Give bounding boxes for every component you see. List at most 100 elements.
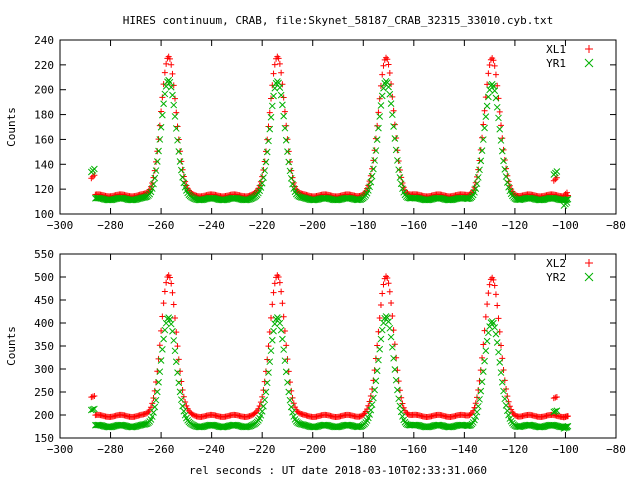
data-point bbox=[486, 61, 493, 68]
data-point bbox=[473, 180, 481, 188]
data-point bbox=[476, 166, 483, 174]
x-axis-label: rel seconds : UT date 2018-03-10T02:33:3… bbox=[189, 464, 487, 477]
y-axis-label: Counts bbox=[5, 326, 18, 366]
data-point bbox=[108, 423, 116, 431]
data-point bbox=[132, 423, 140, 430]
data-point bbox=[200, 423, 208, 430]
data-point bbox=[386, 69, 393, 76]
legend-marker bbox=[585, 45, 593, 53]
data-point bbox=[493, 103, 501, 111]
data-point bbox=[174, 136, 181, 144]
data-point bbox=[449, 196, 457, 204]
data-point bbox=[450, 422, 458, 430]
data-point bbox=[171, 113, 179, 120]
data-point bbox=[281, 357, 289, 365]
data-point bbox=[278, 288, 285, 295]
x-tick-label: −160 bbox=[401, 219, 428, 232]
data-point bbox=[492, 291, 499, 298]
data-point bbox=[366, 411, 373, 418]
data-point bbox=[498, 147, 506, 155]
data-point bbox=[373, 367, 381, 375]
y-tick-label: 500 bbox=[34, 271, 54, 284]
data-point bbox=[175, 379, 183, 387]
legend-label: YR2 bbox=[546, 271, 566, 284]
data-point bbox=[304, 422, 312, 430]
data-point bbox=[479, 354, 486, 361]
data-point bbox=[281, 124, 289, 132]
data-point bbox=[298, 193, 305, 201]
data-point bbox=[380, 62, 387, 69]
data-point bbox=[179, 402, 186, 410]
data-point bbox=[335, 196, 343, 204]
data-point bbox=[426, 423, 434, 431]
data-point bbox=[527, 194, 535, 202]
data-point bbox=[472, 185, 480, 192]
data-point bbox=[501, 395, 509, 403]
data-point bbox=[284, 148, 291, 156]
data-point bbox=[296, 420, 304, 428]
data-point bbox=[140, 194, 147, 201]
y-tick-label: 450 bbox=[34, 294, 54, 307]
data-point bbox=[166, 55, 173, 62]
data-point bbox=[511, 412, 518, 419]
data-point bbox=[439, 195, 447, 203]
x-tick-label: −240 bbox=[198, 219, 225, 232]
data-point bbox=[270, 289, 277, 296]
data-point bbox=[151, 403, 159, 411]
data-point bbox=[375, 356, 382, 364]
data-point bbox=[258, 408, 266, 415]
data-point bbox=[491, 324, 499, 331]
data-point bbox=[286, 396, 294, 404]
data-point bbox=[213, 422, 221, 430]
data-point bbox=[324, 421, 332, 429]
data-point bbox=[448, 423, 456, 431]
data-point bbox=[500, 387, 507, 395]
data-point bbox=[380, 84, 387, 92]
data-point bbox=[155, 355, 162, 362]
data-point bbox=[415, 195, 423, 202]
data-point bbox=[362, 419, 370, 426]
data-point bbox=[348, 422, 356, 430]
data-point bbox=[517, 196, 525, 203]
data-point bbox=[485, 93, 492, 101]
data-point bbox=[474, 174, 482, 181]
data-point bbox=[550, 395, 557, 402]
data-point bbox=[173, 329, 180, 336]
data-point bbox=[280, 112, 288, 120]
data-point bbox=[396, 402, 404, 410]
data-point bbox=[257, 411, 265, 419]
data-point bbox=[553, 174, 560, 181]
data-point bbox=[492, 71, 499, 78]
data-point bbox=[374, 122, 381, 129]
data-point bbox=[151, 174, 159, 182]
data-point bbox=[175, 148, 183, 155]
data-point bbox=[563, 413, 570, 420]
data-point bbox=[370, 165, 377, 173]
data-point bbox=[500, 157, 507, 165]
data-point bbox=[372, 377, 380, 385]
data-point bbox=[153, 388, 161, 396]
data-point bbox=[158, 327, 165, 334]
data-point bbox=[256, 403, 263, 410]
data-point bbox=[99, 195, 107, 203]
data-point bbox=[152, 396, 160, 404]
data-point bbox=[166, 274, 173, 281]
data-point bbox=[260, 402, 267, 410]
x-tick-label: −160 bbox=[401, 443, 428, 456]
y-tick-label: 180 bbox=[34, 109, 54, 122]
data-point bbox=[98, 195, 106, 202]
data-point bbox=[233, 195, 241, 202]
data-point bbox=[179, 173, 186, 181]
data-point bbox=[386, 324, 394, 332]
data-point bbox=[438, 195, 445, 202]
data-point bbox=[89, 406, 97, 413]
data-point bbox=[388, 343, 396, 351]
series-yr1 bbox=[87, 76, 572, 209]
series-xl2 bbox=[88, 272, 571, 421]
data-point bbox=[372, 355, 379, 362]
data-point bbox=[279, 101, 286, 109]
data-point bbox=[335, 423, 343, 431]
data-point bbox=[529, 195, 536, 202]
x-tick-label: −260 bbox=[148, 219, 175, 232]
data-point bbox=[180, 179, 188, 187]
